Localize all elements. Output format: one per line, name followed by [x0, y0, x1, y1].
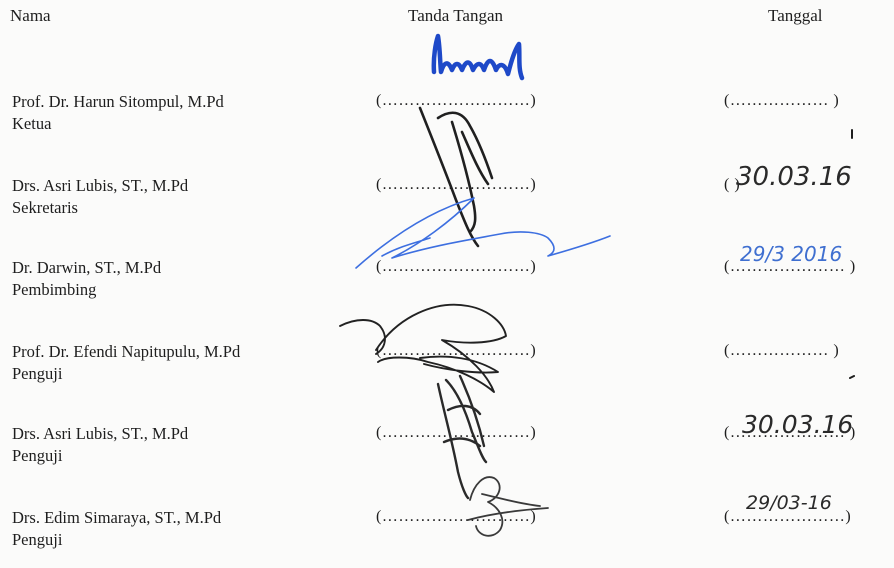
signature-ketua-blue: [431, 33, 525, 81]
date-blank: (……………… ): [724, 92, 840, 109]
signature-blank: (………………………): [376, 258, 537, 275]
signatory-row-ketua: Prof. Dr. Harun Sitompul, M.Pd Ketua (………: [0, 92, 894, 152]
handwritten-date: 29/3 2016: [740, 242, 843, 266]
column-header-nama: Nama: [10, 6, 51, 25]
column-header-tanda-tangan: Tanda Tangan: [408, 6, 504, 25]
column-header-tanggal: Tanggal: [768, 6, 823, 25]
signatory-row-penguji-2: Drs. Asri Lubis, ST., M.Pd Penguji (……………: [0, 410, 894, 484]
signatory-role: Penguji: [12, 364, 63, 383]
signatory-row-sekretaris: Drs. Asri Lubis, ST., M.Pd Sekretaris (……: [0, 162, 894, 236]
signature-blank: (………………………): [376, 92, 537, 109]
signatory-role: Pembimbing: [12, 280, 97, 299]
signature-blank: (………………………): [376, 342, 537, 359]
date-blank: ( ): [724, 176, 741, 193]
handwritten-date: 30.03.16: [742, 410, 854, 439]
date-blank: (………………… ): [724, 258, 856, 275]
signatory-role: Penguji: [12, 530, 63, 549]
signatory-role: Sekretaris: [12, 198, 78, 217]
handwritten-date: 29/03-16: [746, 492, 832, 514]
signatory-row-penguji-1: Prof. Dr. Efendi Napitupulu, M.Pd Penguj…: [0, 342, 894, 402]
signatory-row-penguji-3: Drs. Edim Simaraya, ST., M.Pd Penguji (……: [0, 492, 894, 568]
signatory-row-pembimbing: Dr. Darwin, ST., M.Pd Pembimbing (…………………: [0, 242, 894, 318]
signature-blank: (………………………): [376, 508, 537, 525]
signature-blank: (………………………): [376, 424, 537, 441]
signatory-name: Drs. Asri Lubis, ST., M.Pd: [12, 424, 189, 443]
signatory-name: Prof. Dr. Harun Sitompul, M.Pd: [12, 92, 224, 111]
handwritten-date: 30.03.16: [736, 162, 852, 192]
signatory-name: Drs. Asri Lubis, ST., M.Pd: [12, 176, 189, 195]
date-blank: (…………………): [724, 508, 852, 525]
signatory-name: Prof. Dr. Efendi Napitupulu, M.Pd: [12, 342, 241, 361]
signatory-name: Drs. Edim Simaraya, ST., M.Pd: [12, 508, 222, 527]
signature-blank: (………………………): [376, 176, 537, 193]
signatory-role: Ketua: [12, 114, 52, 133]
signatory-role: Penguji: [12, 446, 63, 465]
signatory-name: Dr. Darwin, ST., M.Pd: [12, 258, 162, 277]
date-blank: (……………… ): [724, 342, 840, 359]
date-blank: (………………… ): [724, 424, 856, 441]
